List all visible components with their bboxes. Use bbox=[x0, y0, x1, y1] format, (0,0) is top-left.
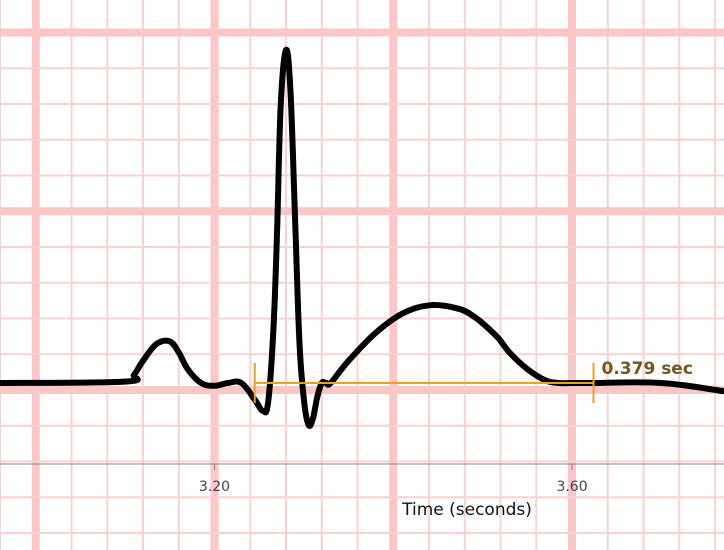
x-axis-label: Time (seconds) bbox=[401, 500, 532, 520]
x-tick-label: 3.20 bbox=[199, 479, 230, 495]
qt-interval-label: 0.379 sec bbox=[602, 359, 693, 379]
x-tick-label: 3.60 bbox=[556, 479, 587, 495]
ecg-trace bbox=[0, 46, 724, 429]
x-axis-ticks: 3.20 3.60 bbox=[199, 464, 588, 495]
